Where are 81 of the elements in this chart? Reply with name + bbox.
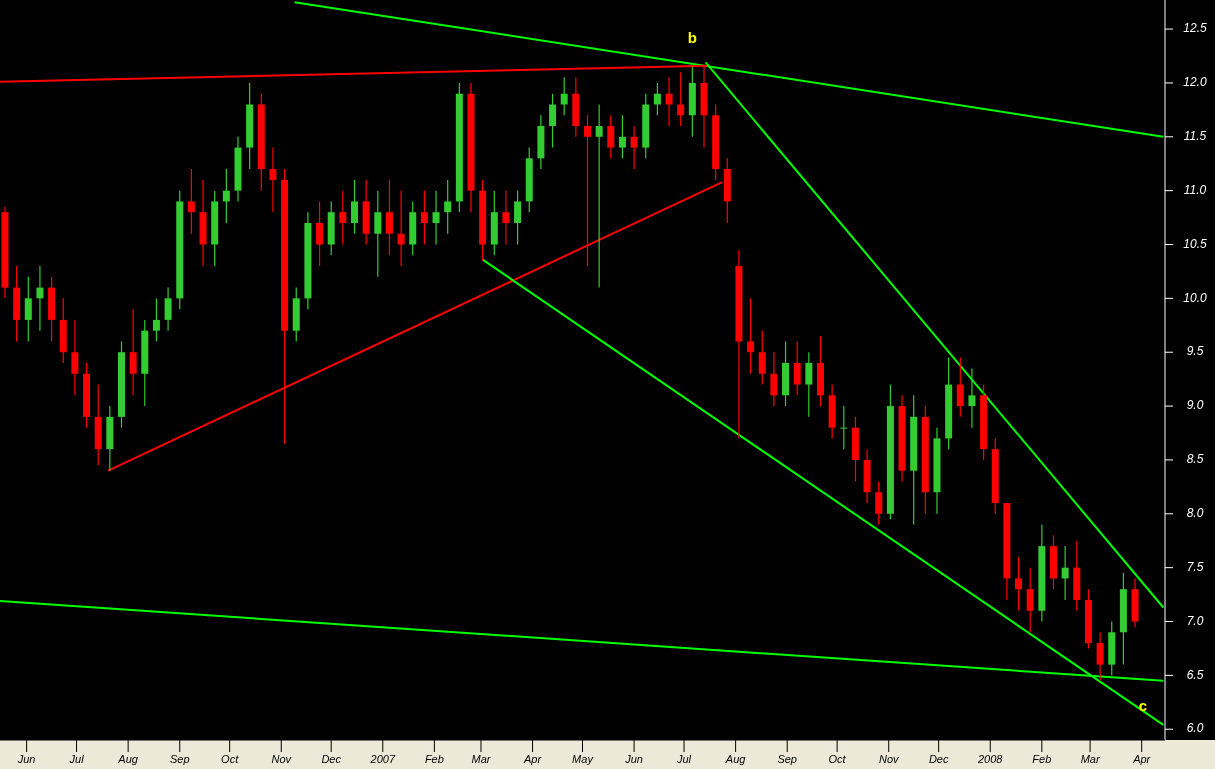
x-tick-label: Nov bbox=[271, 752, 293, 765]
candlestick bbox=[560, 76, 568, 116]
x-tick-label: Oct bbox=[828, 752, 847, 765]
x-tick-label: Aug bbox=[117, 752, 139, 765]
y-tick-label: 8.5 bbox=[1186, 452, 1204, 467]
candlestick bbox=[1096, 631, 1104, 682]
candlestick bbox=[770, 351, 778, 407]
candlestick bbox=[1026, 567, 1034, 633]
candlestick bbox=[36, 265, 44, 332]
candlestick bbox=[164, 287, 172, 332]
y-tick-label: 12.5 bbox=[1183, 21, 1207, 36]
x-tick-label: Jun bbox=[16, 752, 36, 765]
candlestick bbox=[549, 93, 557, 149]
candlestick bbox=[444, 179, 452, 235]
annotation: b bbox=[687, 28, 697, 46]
x-tick-label: Jun bbox=[624, 752, 643, 765]
candlestick bbox=[793, 340, 801, 396]
x-tick-label: Jul bbox=[68, 752, 85, 765]
candlestick bbox=[385, 179, 393, 256]
candlestick bbox=[1015, 556, 1023, 612]
x-tick-label: Oct bbox=[221, 752, 240, 765]
y-tick-label: 10.5 bbox=[1183, 236, 1207, 251]
y-tick-label: 9.5 bbox=[1186, 344, 1204, 359]
y-tick-label: 9.0 bbox=[1186, 398, 1204, 413]
y-tick-label: 11.0 bbox=[1183, 182, 1207, 197]
candlestick bbox=[432, 190, 440, 246]
candlestick bbox=[618, 114, 626, 159]
x-tick-label: Mar bbox=[471, 752, 492, 765]
x-tick-label: Sep bbox=[777, 752, 797, 765]
candlestick bbox=[595, 103, 603, 289]
x-tick-label: Dec bbox=[928, 752, 949, 765]
candlestick bbox=[374, 190, 382, 278]
candlestick bbox=[607, 114, 615, 159]
x-tick-label: 2008 bbox=[977, 752, 1004, 765]
candlestick bbox=[677, 71, 685, 127]
candlestick bbox=[269, 146, 277, 213]
candlestick bbox=[665, 76, 673, 127]
x-tick-label: May bbox=[572, 752, 595, 765]
x-tick-label: Apr bbox=[1132, 752, 1152, 765]
candlestick bbox=[840, 405, 848, 450]
candlestick bbox=[875, 480, 883, 526]
candlestick bbox=[187, 168, 195, 235]
x-tick-label: Apr bbox=[523, 752, 543, 765]
candlestick bbox=[24, 276, 32, 343]
x-tick-label: Feb bbox=[1032, 752, 1052, 765]
candlestick bbox=[956, 357, 964, 418]
y-tick-label: 12.0 bbox=[1183, 75, 1207, 90]
y-tick-label: 11.5 bbox=[1183, 128, 1207, 143]
y-tick-label: 6.0 bbox=[1186, 721, 1204, 736]
candlestick bbox=[968, 367, 976, 429]
candlestick bbox=[514, 190, 522, 246]
x-tick-label: Feb bbox=[424, 752, 444, 765]
candlestick bbox=[420, 190, 428, 246]
candlestick bbox=[397, 190, 405, 267]
candlestick bbox=[1061, 545, 1069, 601]
y-tick-label: 7.0 bbox=[1186, 613, 1204, 628]
candlestick bbox=[350, 179, 358, 235]
candlestick bbox=[129, 308, 137, 396]
x-tick-label: Aug bbox=[724, 752, 747, 765]
candlestick bbox=[316, 200, 324, 267]
x-tick-label: Nov bbox=[878, 752, 901, 765]
x-tick-label: Sep bbox=[169, 752, 190, 765]
candlestick bbox=[222, 168, 230, 224]
x-tick-label: 2007 bbox=[369, 752, 396, 765]
candlestick bbox=[71, 319, 79, 396]
candlestick bbox=[630, 125, 638, 170]
y-tick-label: 10.0 bbox=[1183, 290, 1207, 305]
candlestick bbox=[502, 190, 510, 246]
candlestick bbox=[653, 82, 661, 116]
candlestick bbox=[758, 330, 766, 386]
candlestick bbox=[339, 190, 347, 246]
y-tick-label: 6.5 bbox=[1186, 667, 1204, 682]
y-tick-label: 7.5 bbox=[1186, 559, 1204, 574]
candlestick bbox=[152, 297, 160, 343]
annotation: c bbox=[1138, 696, 1148, 714]
x-tick-label: Dec bbox=[321, 752, 342, 765]
candlestick bbox=[805, 351, 813, 418]
candlestick bbox=[747, 297, 755, 375]
x-tick-label: Mar bbox=[1080, 752, 1101, 765]
y-tick-label: 8.0 bbox=[1186, 505, 1204, 520]
x-tick-label: Jul bbox=[675, 752, 692, 765]
